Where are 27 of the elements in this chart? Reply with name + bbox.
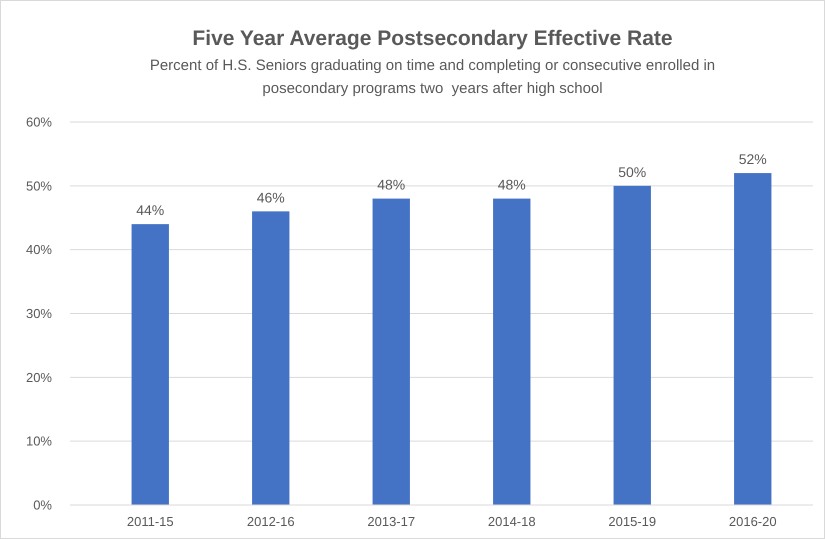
x-tick-label: 2014-18: [488, 514, 536, 529]
y-tick-label: 50%: [26, 178, 52, 194]
y-tick-label: 10%: [26, 434, 52, 449]
bar: [372, 198, 410, 505]
data-label: 48%: [498, 176, 526, 193]
x-tick-label: 2013-17: [367, 514, 416, 529]
data-label: 52%: [738, 151, 767, 168]
y-tick-label: 40%: [26, 242, 52, 258]
y-tick-label: 30%: [26, 306, 52, 322]
bar: [734, 173, 772, 505]
data-label: 50%: [618, 164, 646, 180]
y-tick-label: 20%: [26, 370, 52, 385]
bar: [493, 198, 530, 505]
bar: [132, 224, 169, 505]
data-label: 48%: [377, 176, 406, 193]
x-tick-label: 2015-19: [608, 514, 656, 529]
data-label: 46%: [256, 189, 285, 206]
y-tick-label: 60%: [26, 114, 52, 130]
bar: [614, 186, 651, 505]
chart-subtitle: Percent of H.S. Seniors graduating on time and completing or consecutive enrolled in posecondary programs two years after high school: [150, 57, 716, 97]
x-tick-label: 2011-15: [126, 514, 174, 529]
y-tick-label: 0%: [33, 498, 52, 513]
data-label: 44%: [136, 202, 164, 218]
x-tick-label: 2016-20: [728, 514, 777, 529]
chart-title: Five Year Average Postsecondary Effective Rate: [192, 27, 673, 50]
x-tick-label: 2012-16: [246, 514, 295, 529]
bar: [252, 211, 290, 505]
